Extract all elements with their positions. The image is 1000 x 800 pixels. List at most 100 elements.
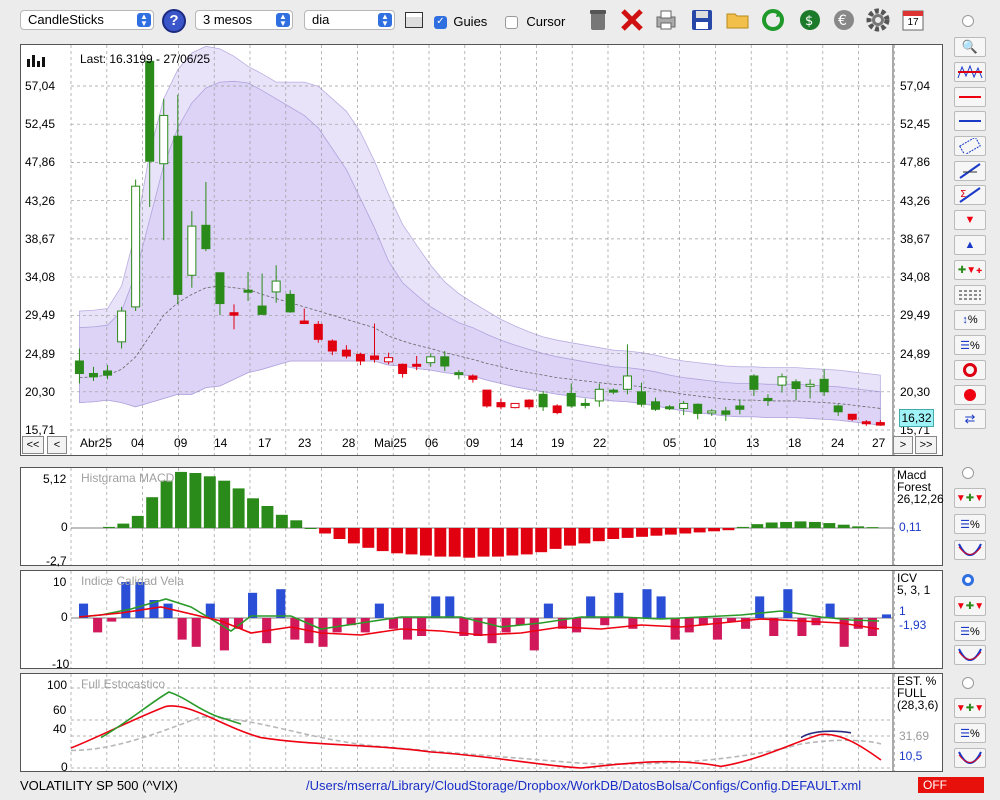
red-down-arrow-icon: ▼ [964,214,976,226]
scroll-forward-button[interactable]: > [893,436,913,454]
price-chart[interactable]: Last: 16.3199 - 27/06/25 57,04 52,45 47,86… [20,44,943,456]
macd-scale-button[interactable]: ☰% [954,514,986,534]
help-button[interactable]: ? [162,9,186,33]
buy-arrow-button[interactable]: ▲ [954,235,986,255]
save-button[interactable] [688,6,716,34]
grid-lines-button[interactable] [954,285,986,305]
candle-body [341,349,351,357]
currency-button[interactable]: € [830,6,858,34]
scroll-back-button[interactable]: < [47,436,67,454]
channel-button[interactable] [954,136,986,156]
macd-bar [492,528,504,557]
stoch-tick-60: 60 [53,703,67,717]
interval-select[interactable]: dia ▲ ▼ [304,10,395,30]
radio-main-chart[interactable] [962,15,974,27]
record-button[interactable] [954,385,986,405]
horizontal-red-line-button[interactable] [954,87,986,107]
icv-signals-button[interactable]: ▼✚▼ [954,596,986,616]
table-view-button[interactable] [400,6,428,34]
radio-macd[interactable] [962,467,974,479]
icv-curve-button[interactable] [954,645,986,665]
update-data-button[interactable]: $ [796,6,824,34]
stoch-tick-0: 0 [61,760,68,774]
icv-bar [487,618,497,644]
icv-scale-button[interactable]: ☰% [954,621,986,641]
icv-bar [93,618,103,633]
signals-button[interactable]: ✚▼✚ [954,260,986,280]
calendar-day: 17 [907,17,919,28]
zoom-button[interactable]: 🔍 [954,37,986,57]
scroll-start-button[interactable]: << [22,436,44,454]
candle-body [313,323,323,340]
sell-arrow-button[interactable]: ▼ [954,210,986,230]
candle-body [426,356,436,364]
macd-panel[interactable]: Histgrama MACD 5,12 0 -2,7 Macd Forest 2… [20,467,944,568]
candle-body [763,397,773,401]
icv-panel[interactable]: Indice Calidad Vela 10 0 -10 ICV 5, 3, 1… [20,570,943,671]
macd-signals-button[interactable]: ▼✚▼ [954,488,986,508]
swap-arrows-icon: ⇄ [964,411,976,426]
date-tick: 18 [788,436,802,450]
swap-button[interactable]: ⇄ [954,409,986,429]
price-tick-left: 57,04 [25,78,56,93]
cursor-checkbox[interactable]: Cursor [505,14,565,30]
icv-tick-bottom: -10 [52,657,70,671]
scale-percent-button[interactable]: ↕% [954,310,986,330]
stoch-tick-100: 100 [47,678,68,692]
candle-body [833,405,843,413]
macd-bar [794,521,807,528]
icv-bar [684,618,694,633]
stoch-curve-button[interactable] [954,748,986,768]
icv-main-line [78,606,880,636]
no-entry-button[interactable] [954,360,986,380]
icv-bar [557,618,568,629]
chart-type-select[interactable]: CandleSticks ▲ ▼ [20,10,154,30]
candle-body [749,375,759,390]
curve-icon [958,751,982,764]
trash-button[interactable] [584,6,612,34]
signals-icon: ▼✚▼ [955,702,985,714]
radio-stochastic[interactable] [962,677,974,689]
fibonacci-button[interactable]: Σ [954,185,986,205]
stoch-scale-button[interactable]: ☰% [954,723,986,743]
calendar-button[interactable]: 17 [899,6,927,34]
printer-icon [656,10,676,30]
period-select[interactable]: 3 mesos ▲ ▼ [195,10,293,30]
stoch-signals-button[interactable]: ▼✚▼ [954,698,986,718]
settings-button[interactable] [864,6,892,34]
candle-body [187,225,197,276]
radio-icv[interactable] [962,574,974,586]
candle-body [145,60,155,162]
last-price-label: Last: 16.3199 - 27/06/25 [80,52,211,66]
chart-pattern-button[interactable] [954,62,986,82]
print-button[interactable] [652,6,680,34]
log-percent-button[interactable]: ☰% [954,335,986,355]
svg-text:Σ: Σ [960,189,966,200]
macd-curve-button[interactable] [954,540,986,560]
open-folder-button[interactable] [724,6,752,34]
refresh-button[interactable] [759,6,787,34]
candle-body [201,224,211,250]
icv-bar [360,618,370,633]
icv-indicator-label: ICV 5, 3, 1 [897,571,931,597]
period-value: 3 mesos [203,12,253,27]
stochastic-panel[interactable]: Full Estocastico 100 60 40 0 EST. % FULL… [20,673,943,774]
guides-label: Guies [453,14,488,29]
candle-body [651,401,661,410]
status-toggle[interactable]: OFF [918,777,984,793]
macd-bar [448,528,461,557]
delete-button[interactable] [618,6,646,34]
date-tick: Abr25 [80,436,113,450]
scroll-end-button[interactable]: >> [915,436,937,454]
trendline-button[interactable] [954,161,986,181]
macd-bar [319,528,332,534]
horizontal-blue-line-button[interactable] [954,111,986,131]
macd-bar [434,528,447,557]
candle-body [74,360,84,374]
icv-bar [135,582,145,618]
sigma-icon: Σ [959,187,981,203]
candle-body [355,353,365,362]
candle-body [819,378,829,393]
guides-checkbox[interactable]: ✓ Guies [434,14,488,30]
red-line-icon [959,96,981,98]
